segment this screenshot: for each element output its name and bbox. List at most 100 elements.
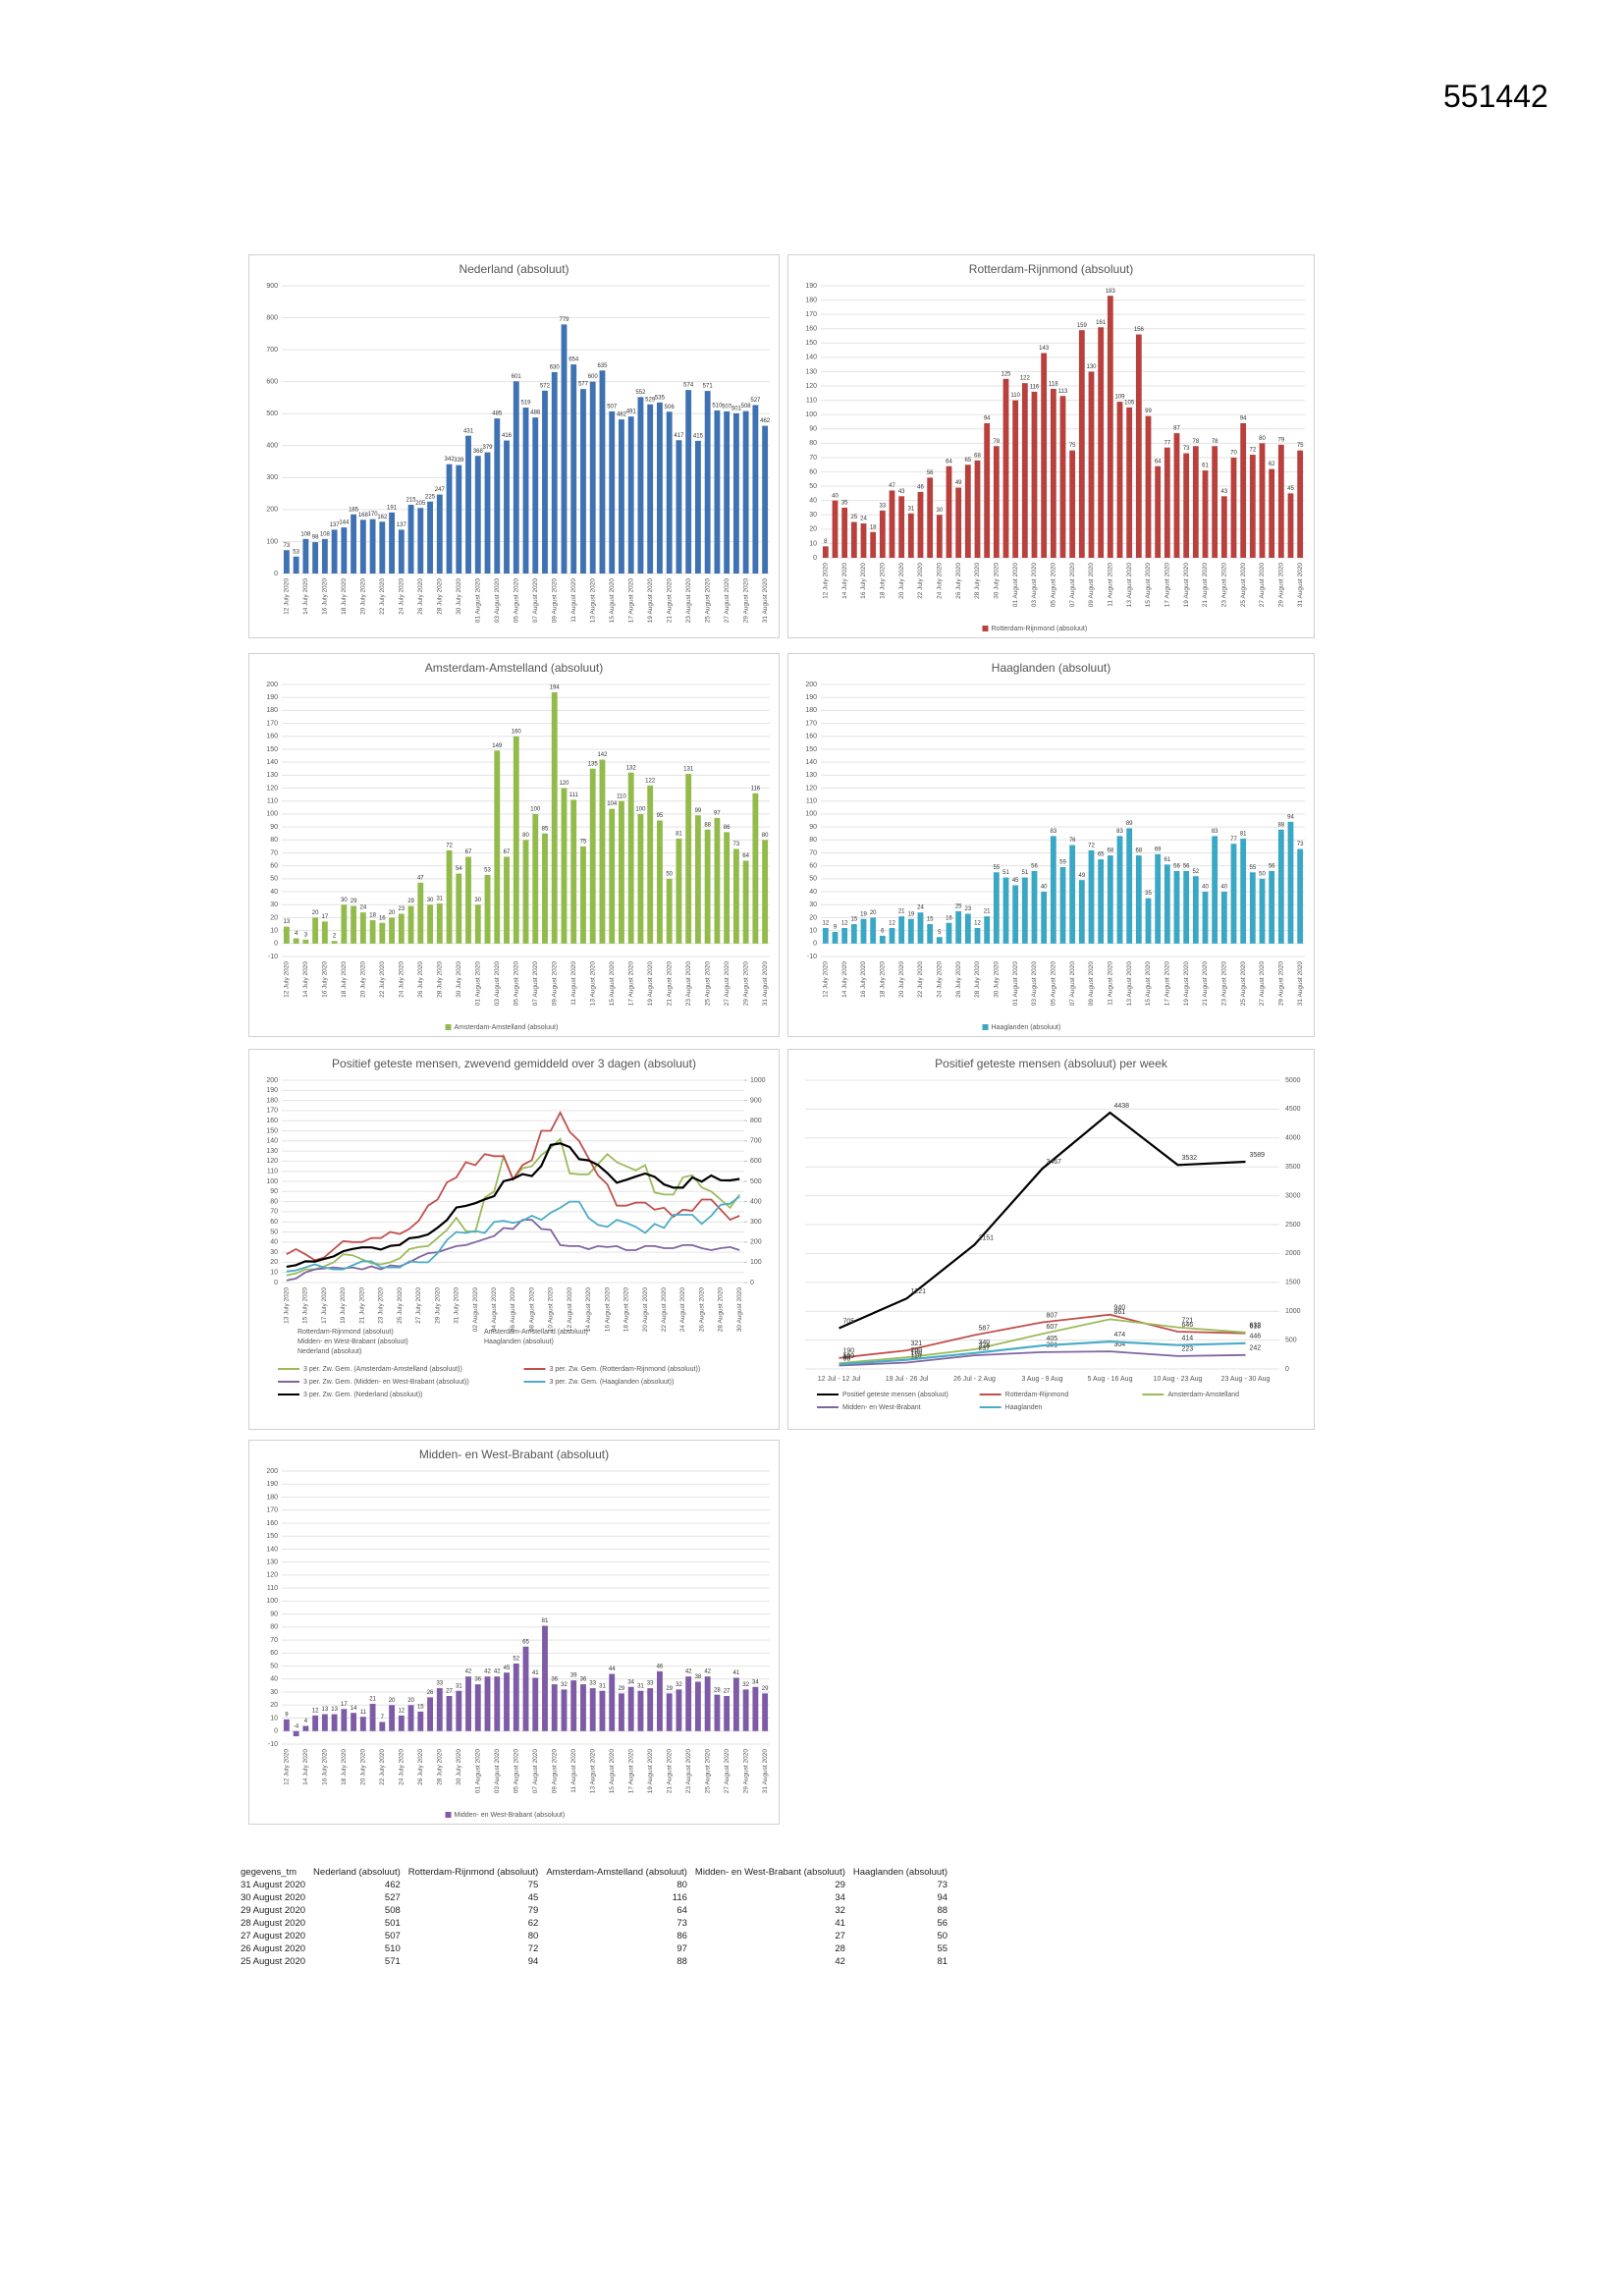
bar [341, 904, 348, 944]
x-tick-label: 10 Aug - 23 Aug [1154, 1376, 1203, 1383]
bar [389, 917, 395, 944]
table-cell: 88 [677, 1956, 687, 1967]
table-cell: 64 [677, 1905, 687, 1916]
data-label: 11 [360, 1710, 367, 1716]
bar [714, 1694, 721, 1731]
table-cell: 80 [527, 1931, 539, 1941]
x-tick-label: 20 July 2020 [360, 578, 367, 615]
data-label: 55 [993, 865, 1000, 871]
data-label: 779 [559, 317, 569, 323]
data-label: 78 [1212, 439, 1218, 445]
y-tick-label: 60 [270, 863, 278, 870]
data-label: 15 [927, 917, 934, 923]
bar [1107, 855, 1113, 944]
bar [1259, 878, 1266, 944]
y2-tick-label: 1000 [750, 1077, 766, 1084]
y-tick-label: 100 [805, 411, 817, 418]
data-label: 45 [1012, 878, 1019, 884]
data-label: 340 [979, 1339, 991, 1346]
bar [542, 1625, 548, 1731]
x-tick-label: 12 July 2020 [284, 1749, 291, 1785]
x-tick-label: 27 July 2020 [415, 1287, 422, 1324]
data-label: 205 [415, 501, 426, 507]
x-tick-label: 18 July 2020 [880, 563, 887, 599]
chart-panel: Positief geteste mensen, zwevend gemidde… [248, 1049, 780, 1430]
legend-swatch [445, 1024, 452, 1030]
data-label: -4 [294, 1723, 299, 1729]
table-cell: 73 [677, 1918, 687, 1929]
y-tick-label: 140 [805, 759, 817, 766]
y-tick-label: 200 [266, 682, 278, 688]
bar [283, 926, 290, 944]
panel-border [787, 1049, 1315, 1430]
y-tick-label: 70 [809, 849, 817, 856]
x-tick-label: 03 August 2020 [1031, 563, 1038, 608]
bar [599, 1690, 606, 1731]
data-label: 510 [712, 404, 723, 410]
data-label: 137 [330, 522, 341, 528]
bar [369, 1703, 376, 1731]
bar [657, 1670, 663, 1731]
bar [1031, 870, 1038, 944]
data-label: 160 [512, 729, 522, 735]
x-tick-label: 18 July 2020 [341, 1749, 348, 1785]
x-tick-label: 07 August 2020 [532, 961, 539, 1007]
y-tick-label: 400 [266, 443, 278, 450]
table-cell: 27 August 2020 [241, 1931, 306, 1941]
bar [321, 538, 328, 574]
panel-border [248, 254, 780, 638]
y2-tick-label: 600 [750, 1158, 762, 1165]
bar [1078, 330, 1085, 558]
x-tick-label: 15 August 2020 [609, 1749, 616, 1794]
bar [351, 905, 357, 944]
bar [283, 550, 290, 574]
x-tick-label: 19 August 2020 [647, 578, 654, 624]
y-tick-label: 190 [805, 694, 817, 701]
table-cell: 501 [384, 1918, 401, 1929]
data-label: 36 [474, 1677, 481, 1683]
data-label: 156 [1134, 327, 1145, 333]
y-tick-label: 40 [809, 498, 817, 505]
data-label: 69 [1155, 847, 1162, 852]
data-label: 194 [550, 684, 561, 690]
y-tick-label: 30 [270, 1689, 278, 1696]
data-label: 51 [1002, 870, 1009, 876]
x-tick-label: 22 August 2020 [661, 1287, 668, 1333]
y-tick-label: 70 [270, 1209, 278, 1216]
data-label: 519 [520, 401, 531, 407]
data-label: 38 [695, 1674, 702, 1680]
data-label: 46 [657, 1664, 664, 1669]
table-cell: 94 [937, 1892, 948, 1903]
data-label: 635 [597, 363, 608, 369]
y-tick-label: 500 [266, 410, 278, 417]
bar [936, 937, 943, 944]
bar [714, 817, 721, 944]
bar [742, 1689, 749, 1731]
page-number: 551442 [1443, 79, 1548, 114]
bar [331, 941, 338, 944]
y-tick-label: 200 [805, 682, 817, 688]
bar [351, 514, 357, 574]
data-label: 49 [955, 480, 962, 486]
bar [742, 860, 749, 944]
data-label: 215 [406, 498, 417, 504]
bar [1021, 383, 1028, 558]
bar [446, 1696, 453, 1731]
x-tick-label: 5 Aug - 16 Aug [1088, 1376, 1133, 1383]
legend-label: Midden- en West-Brabant [842, 1404, 921, 1411]
legend-label: Haaglanden [1005, 1404, 1043, 1411]
x-tick-label: 25 August 2020 [1240, 961, 1247, 1007]
data-label: 304 [1114, 1341, 1126, 1348]
bar [1098, 327, 1105, 558]
bar [637, 397, 644, 574]
bar [927, 924, 934, 944]
y2-tick-label: 1500 [1285, 1280, 1301, 1286]
data-label: 142 [597, 752, 608, 758]
data-label: 339 [454, 458, 464, 464]
y-tick-label: 50 [809, 876, 817, 883]
x-tick-label: 27 August 2020 [724, 961, 731, 1007]
data-label: 4438 [1114, 1103, 1130, 1110]
bar [1164, 447, 1170, 558]
data-label: 32 [561, 1682, 568, 1688]
bar [351, 1713, 357, 1731]
